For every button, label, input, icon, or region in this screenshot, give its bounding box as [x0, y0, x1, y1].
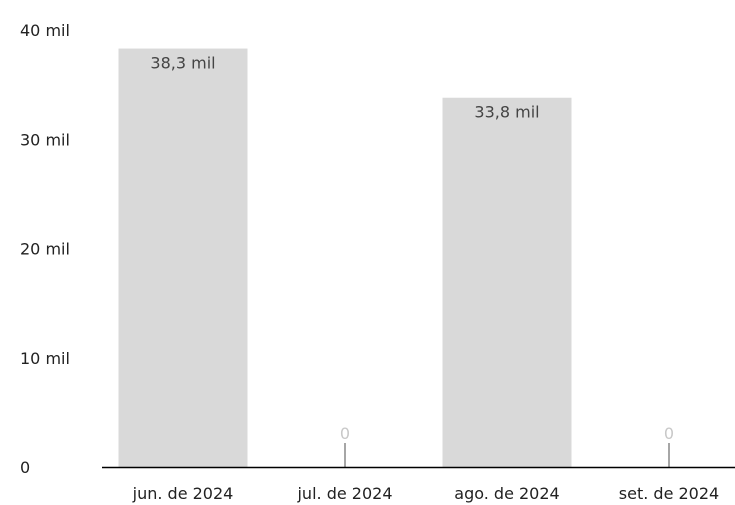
bar-zero-marker — [344, 443, 346, 467]
x-tick-label: ago. de 2024 — [454, 484, 559, 503]
bar-value-label: 0 — [664, 424, 674, 443]
y-tick-label: 20 mil — [20, 240, 70, 259]
x-tick-label: jul. de 2024 — [296, 484, 392, 503]
bar-zero-marker — [668, 443, 670, 467]
bar — [442, 97, 572, 468]
bar-value-label: 33,8 mil — [474, 103, 539, 122]
bar-value-label: 0 — [340, 424, 350, 443]
y-tick-label: 0 — [20, 458, 30, 477]
y-axis-ticks: 0 10 mil 20 mil 30 mil 40 mil — [20, 21, 70, 477]
x-axis-ticks: jun. de 2024 jul. de 2024 ago. de 2024 set.… — [132, 484, 720, 503]
y-tick-label: 30 mil — [20, 130, 70, 149]
bars: 38,3 mil 0 33,8 mil 0 — [118, 48, 674, 468]
y-tick-label: 10 mil — [20, 349, 70, 368]
bar — [118, 48, 248, 467]
bar-value-label: 38,3 mil — [150, 54, 215, 73]
x-tick-label: jun. de 2024 — [132, 484, 234, 503]
x-tick-label: set. de 2024 — [619, 484, 719, 503]
y-tick-label: 40 mil — [20, 21, 70, 40]
